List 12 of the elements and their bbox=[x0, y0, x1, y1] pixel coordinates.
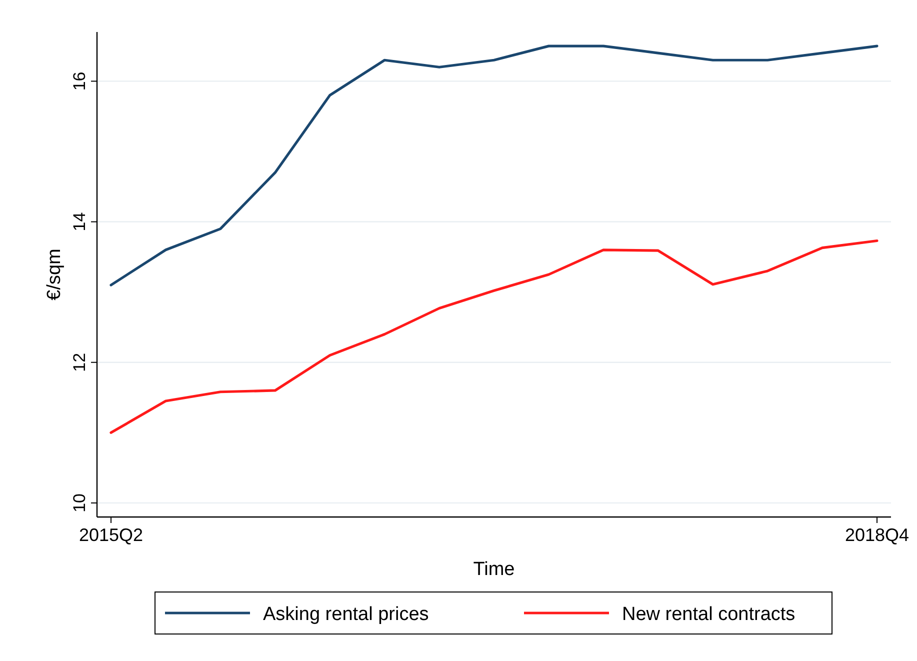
legend-label: New rental contracts bbox=[622, 604, 796, 625]
legend-label: Asking rental prices bbox=[263, 604, 429, 625]
line-series bbox=[110, 44, 878, 286]
x-axis-title: Time bbox=[473, 559, 515, 580]
y-tick-label: 12 bbox=[70, 352, 89, 372]
line-series bbox=[110, 239, 878, 434]
y-tick-label: 16 bbox=[70, 72, 89, 91]
y-tick-label: 14 bbox=[70, 212, 89, 232]
y-tick-label: 10 bbox=[70, 493, 89, 512]
y-axis-title: €/sqm bbox=[44, 248, 65, 300]
x-tick-label: 2015Q2 bbox=[78, 525, 144, 545]
x-tick-label: 2018Q4 bbox=[844, 525, 910, 545]
